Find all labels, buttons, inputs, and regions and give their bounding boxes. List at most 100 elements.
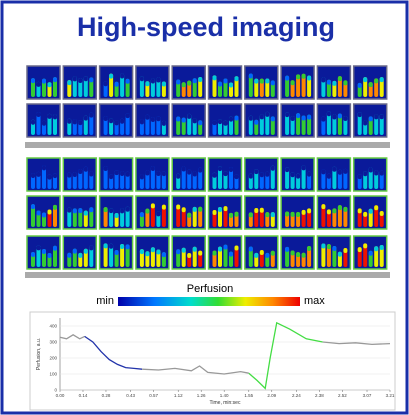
finger-tip (363, 120, 367, 125)
finger-tip (235, 174, 239, 179)
thumbnail (317, 66, 350, 99)
finger-tip (198, 120, 202, 125)
thumbnail (209, 196, 242, 229)
finger-tip (140, 174, 144, 179)
finger-tip (42, 79, 46, 84)
x-tick-label: 1.55 (244, 393, 253, 398)
finger-tip (145, 170, 149, 175)
thumbnail (63, 66, 96, 99)
finger-tip (224, 245, 228, 250)
finger-tip (145, 251, 149, 256)
thumbnail (209, 236, 242, 269)
finger-tip (343, 116, 347, 121)
finger-tip (302, 116, 306, 121)
finger-tip (327, 111, 331, 116)
finger-tip (291, 80, 295, 85)
finger-tip (115, 82, 119, 87)
x-tick-label: 0.00 (56, 393, 65, 398)
finger-tip (37, 82, 41, 87)
finger-tip (374, 78, 378, 83)
finger-tip (84, 249, 88, 254)
finger-tip (218, 82, 222, 87)
x-tick-label: 0.57 (149, 393, 158, 398)
finger-tip (321, 77, 325, 82)
finger-tip (104, 81, 108, 86)
thumbnail (209, 66, 242, 99)
finger-tip (89, 207, 93, 212)
finger-tip (332, 246, 336, 251)
finger-tip (176, 174, 180, 179)
thumbnail (100, 158, 133, 191)
finger-tip (213, 75, 217, 80)
finger-tip (156, 78, 160, 83)
finger-tip (126, 207, 130, 212)
finger-tip (338, 205, 342, 210)
thumbnail (172, 158, 205, 191)
finger-tip (182, 207, 186, 212)
finger-tip (265, 78, 269, 83)
finger-tip (363, 243, 367, 248)
colorbar-label: Perfusion (187, 283, 233, 295)
finger-tip (260, 208, 264, 213)
finger-tip (73, 76, 77, 81)
thumbnail (63, 196, 96, 229)
y-tick-label: 400 (49, 324, 57, 329)
finger-tip (343, 80, 347, 85)
finger-tip (218, 207, 222, 212)
thumbnail (100, 236, 133, 269)
finger-tip (271, 251, 275, 256)
finger-tip (265, 112, 269, 117)
finger-tip (37, 112, 41, 117)
finger-tip (327, 80, 331, 85)
finger-tip (332, 114, 336, 119)
finger-tip (380, 211, 384, 216)
finger-tip (198, 77, 202, 82)
finger-tip (291, 212, 295, 217)
finger-tip (338, 76, 342, 81)
finger-tip (145, 81, 149, 86)
finger-tip (73, 208, 77, 213)
finger-tip (151, 166, 155, 171)
finger-tip (327, 209, 331, 214)
thumbnail (245, 196, 278, 229)
finger-tip (126, 172, 130, 177)
finger-tip (162, 171, 166, 176)
finger-tip (104, 166, 108, 171)
finger-tip (182, 82, 186, 87)
thumbnail (100, 104, 133, 137)
y-tick-label: 200 (49, 356, 57, 361)
finger-tip (296, 174, 300, 179)
finger-tip (224, 78, 228, 83)
finger-tip (48, 114, 52, 119)
finger-tip (332, 208, 336, 213)
finger-tip (162, 81, 166, 86)
finger-tip (37, 211, 41, 216)
thumbnail (27, 196, 60, 229)
thumbnail (27, 236, 60, 269)
colorbar-max: max (304, 295, 325, 307)
finger-tip (53, 173, 57, 178)
thumbnail (172, 236, 205, 269)
finger-tip (156, 250, 160, 255)
finger-tip (369, 251, 373, 256)
finger-tip (296, 113, 300, 118)
finger-tip (140, 119, 144, 124)
finger-tip (229, 252, 233, 257)
finger-tip (249, 212, 253, 217)
finger-tip (296, 74, 300, 79)
thumbnail (281, 158, 314, 191)
finger-tip (126, 244, 130, 249)
finger-tip (380, 114, 384, 119)
finger-tip (249, 246, 253, 251)
finger-tip (120, 208, 124, 213)
finger-tip (327, 174, 331, 179)
finger-tip (126, 79, 130, 84)
finger-tip (120, 244, 124, 249)
finger-tip (343, 207, 347, 212)
finger-tip (369, 116, 373, 121)
finger-tip (48, 210, 52, 215)
finger-tip (213, 210, 217, 215)
finger-tip (109, 244, 113, 249)
thumbnail (354, 104, 387, 137)
finger-tip (73, 119, 77, 124)
